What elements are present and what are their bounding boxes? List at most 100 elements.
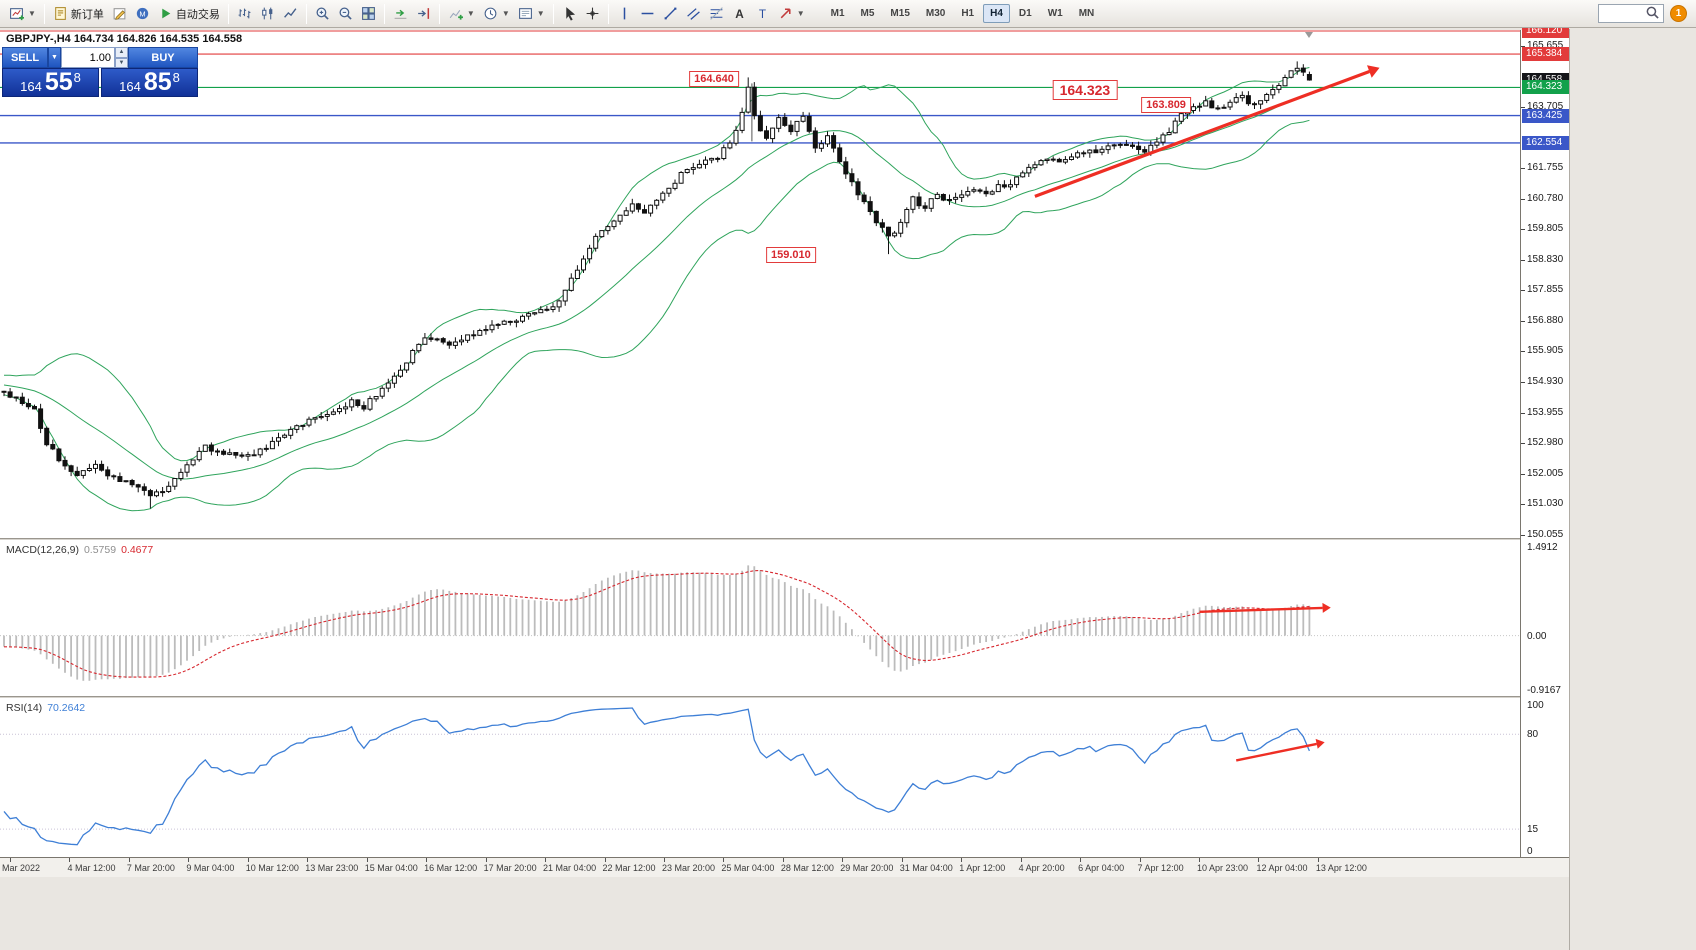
arrows-icon-button[interactable]: ▼ xyxy=(774,3,809,25)
indicators-icon xyxy=(449,9,463,20)
label-icon-button[interactable]: T xyxy=(751,3,774,25)
buy-price-point: 8 xyxy=(172,70,180,85)
templates-icon-button[interactable]: ▼ xyxy=(514,3,549,25)
macd-signal-line xyxy=(3,569,1310,678)
notification-badge[interactable]: 1 xyxy=(1670,5,1687,22)
buy-price-pips: 85 xyxy=(143,68,172,96)
tile-windows-icon-button[interactable] xyxy=(357,3,380,25)
price-chart[interactable] xyxy=(0,30,1520,538)
time-tick xyxy=(1139,858,1141,862)
sell-button[interactable]: SELL xyxy=(2,47,48,68)
timeframe-m30[interactable]: M30 xyxy=(925,8,946,19)
price-axis-flag-164.323[interactable]: 164.323 xyxy=(1522,80,1569,95)
time-tick-label: 6 Apr 04:00 xyxy=(1078,863,1125,873)
chart-shift-marker[interactable] xyxy=(1305,32,1313,38)
zoom-in-icon-button[interactable] xyxy=(311,3,334,25)
cursor-icon-button[interactable] xyxy=(558,3,581,25)
time-tick-label: 21 Mar 04:00 xyxy=(543,863,597,873)
price-label-163.809[interactable]: 163.809 xyxy=(1141,97,1191,114)
panel-splitter-macd[interactable] xyxy=(0,538,1569,541)
crosshair-icon xyxy=(586,7,599,20)
macd-trend-arrow[interactable] xyxy=(1199,602,1331,614)
time-axis[interactable]: Mar 2022 4 Mar 12:00 7 Mar 20:00 9 Mar 04:0… xyxy=(0,857,1569,877)
indicators-icon-button[interactable]: ▼ xyxy=(444,3,479,25)
price-axis-flag-163.425[interactable]: 163.425 xyxy=(1522,108,1569,123)
channel-icon-button[interactable] xyxy=(682,3,705,25)
timeframe-m1[interactable]: M1 xyxy=(830,8,845,19)
zoom-in-icon xyxy=(316,7,329,20)
new-order-button[interactable]: 新订单 xyxy=(49,3,108,25)
toolbar-separator xyxy=(227,3,229,24)
volume-down-button[interactable]: ▼ xyxy=(115,57,128,68)
trendline-icon-button[interactable] xyxy=(659,3,682,25)
svg-text:A: A xyxy=(735,8,744,21)
price-tick-label: 163.705 xyxy=(1527,100,1564,112)
timeframe-w1[interactable]: W1 xyxy=(1047,8,1063,19)
crosshair-icon-button[interactable] xyxy=(581,3,604,25)
price-label-164.640[interactable]: 164.640 xyxy=(689,71,739,87)
buy-price[interactable]: 164 85 8 xyxy=(101,68,198,97)
time-tick-label: 15 Mar 04:00 xyxy=(364,863,418,873)
time-tick xyxy=(69,858,71,862)
price-axis-flag-165.384[interactable]: 165.384 xyxy=(1522,47,1569,62)
macd-main-value: 0.5759 xyxy=(83,544,117,556)
time-tick-label: 28 Mar 12:00 xyxy=(780,863,834,873)
pencil-icon xyxy=(113,8,126,20)
volume-up-button[interactable]: ▲ xyxy=(115,47,128,58)
dropdown-arrow-icon: ▼ xyxy=(466,9,475,18)
line-chart-mode-icon-button[interactable] xyxy=(279,3,302,25)
volume-input[interactable] xyxy=(61,47,115,68)
timeframe-h1[interactable]: H1 xyxy=(961,8,975,19)
sell-price[interactable]: 164 55 8 xyxy=(2,68,99,97)
dropdown-arrow-icon: ▼ xyxy=(28,9,36,18)
price-label-164.323[interactable]: 164.323 xyxy=(1052,79,1118,100)
timeframe-h4[interactable]: H4 xyxy=(983,4,1010,23)
time-tick xyxy=(307,858,309,862)
price-axis[interactable]: 165.655 163.705 161.755 160.780 159.805 158.8… xyxy=(1520,24,1569,857)
toolbar: ▼ 新订单 M 自动交易 ▼ ▼ ▼ A T ▼ M1 M5 M15 M30 H1 H4 D1 W1 MN 1 xyxy=(0,0,1696,28)
periods-icon-button[interactable]: ▼ xyxy=(479,3,514,25)
template-icon xyxy=(518,8,532,19)
price-tick-label: 152.980 xyxy=(1527,437,1564,449)
chart-shift-icon-button[interactable] xyxy=(412,3,435,25)
metaeditor-icon-button[interactable] xyxy=(108,3,131,25)
horizontal-line-icon-button[interactable] xyxy=(636,3,659,25)
timeframe-m5[interactable]: M5 xyxy=(860,8,875,19)
time-tick xyxy=(663,858,665,862)
timeframe-d1[interactable]: D1 xyxy=(1018,8,1032,19)
trend-arrow[interactable] xyxy=(1034,65,1380,198)
search-box xyxy=(1598,4,1664,23)
time-tick-label: 29 Mar 20:00 xyxy=(840,863,894,873)
time-tick xyxy=(366,858,368,862)
community-icon-button[interactable]: M xyxy=(131,3,154,25)
candle-chart-mode-icon-button[interactable] xyxy=(256,3,279,25)
search-input[interactable] xyxy=(1601,8,1645,19)
macd-panel[interactable] xyxy=(0,541,1520,696)
autotrading-button[interactable]: 自动交易 xyxy=(154,3,224,25)
buy-button[interactable]: BUY xyxy=(128,47,198,68)
rsi-panel[interactable] xyxy=(0,699,1520,857)
timeframe-toolbar: M1 M5 M15 M30 H1 H4 D1 W1 MN xyxy=(823,4,1103,23)
vertical-line-icon-button[interactable] xyxy=(613,3,636,25)
search-icon[interactable] xyxy=(1645,5,1660,23)
timeframe-mn[interactable]: MN xyxy=(1078,8,1095,19)
dropdown-arrow-icon: ▼ xyxy=(796,9,805,18)
shift-icon xyxy=(418,8,429,19)
zoom-out-icon-button[interactable] xyxy=(334,3,357,25)
price-label-159.010[interactable]: 159.010 xyxy=(766,246,816,263)
macd-name: MACD(12,26,9) xyxy=(6,544,79,556)
auto-scroll-icon-button[interactable] xyxy=(389,3,412,25)
bar-chart-mode-icon-button[interactable] xyxy=(233,3,256,25)
new-chart-icon-button[interactable]: ▼ xyxy=(5,3,40,25)
cursor-icon xyxy=(565,7,575,21)
price-tick xyxy=(1521,167,1525,169)
rsi-line xyxy=(3,707,1310,846)
fibonacci-icon-button[interactable] xyxy=(705,3,728,25)
time-tick xyxy=(1317,858,1319,862)
text-icon-button[interactable]: A xyxy=(728,3,751,25)
timeframe-m15[interactable]: M15 xyxy=(890,8,910,19)
rsi-trend-arrow[interactable] xyxy=(1235,738,1325,762)
one-click-dropdown[interactable]: ▼ xyxy=(48,47,61,68)
panel-splitter-rsi[interactable] xyxy=(0,696,1569,699)
price-axis-flag-162.554[interactable]: 162.554 xyxy=(1522,135,1569,150)
